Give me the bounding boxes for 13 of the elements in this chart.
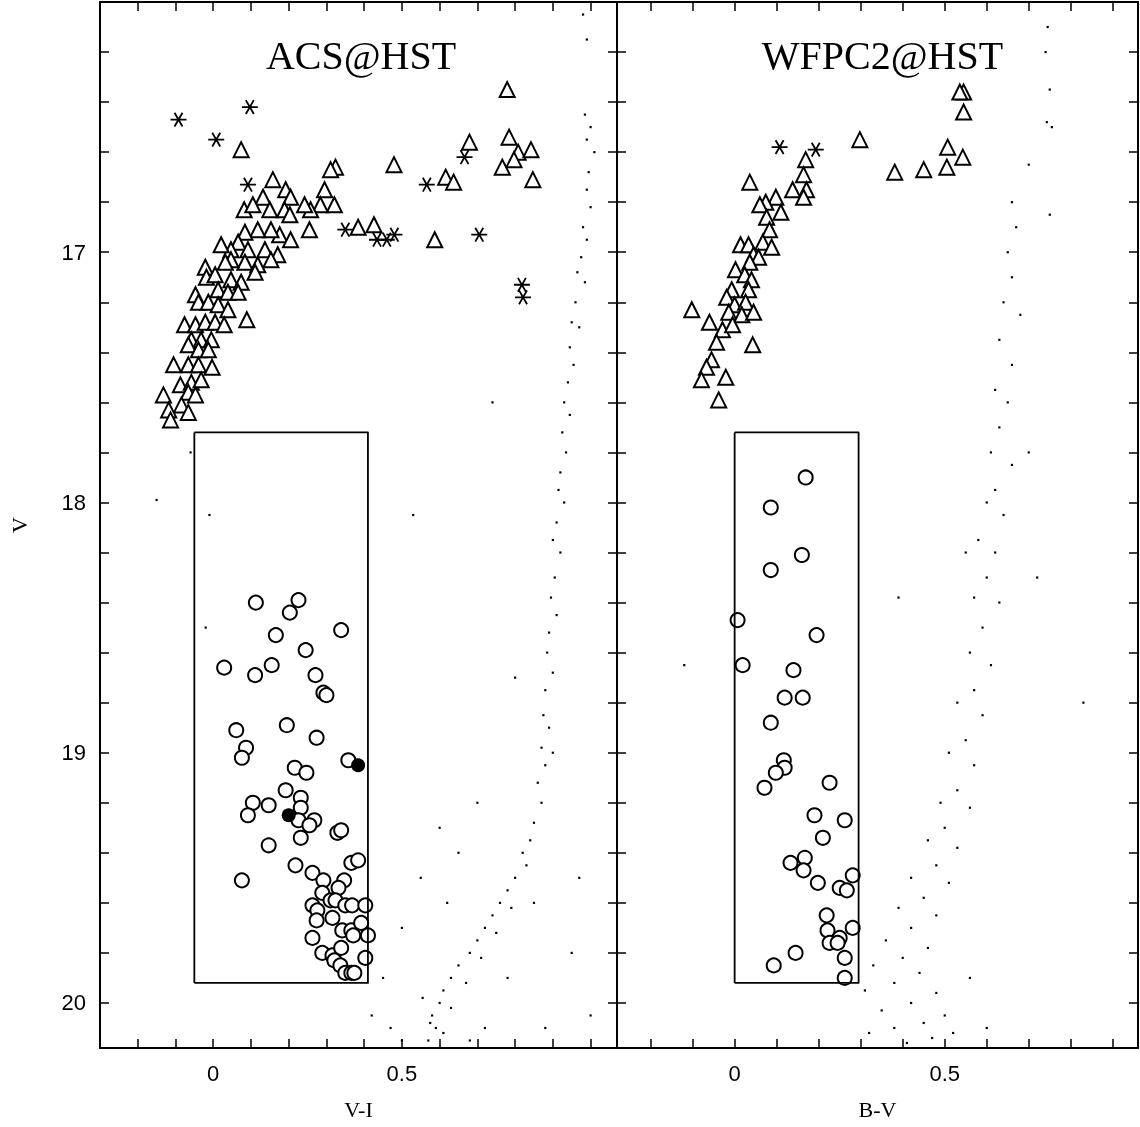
x-tick-label: 0.5 bbox=[386, 1060, 418, 1086]
y-tick-label: 17 bbox=[61, 239, 86, 265]
y-axis-title: V bbox=[6, 516, 32, 533]
text: ACS@HST bbox=[265, 32, 457, 78]
y-tick-label: 19 bbox=[61, 740, 86, 766]
x-axis-title: V-I bbox=[344, 1096, 373, 1122]
x-tick-label: 0 bbox=[207, 1060, 220, 1086]
text: WFPC2@HST bbox=[761, 32, 1004, 78]
x-tick-label: 0.5 bbox=[929, 1060, 961, 1086]
y-tick-label: 20 bbox=[61, 990, 86, 1016]
x-axis-title: B-V bbox=[858, 1096, 897, 1122]
x-tick-label: 0 bbox=[728, 1060, 741, 1086]
y-tick-label: 18 bbox=[61, 489, 86, 515]
